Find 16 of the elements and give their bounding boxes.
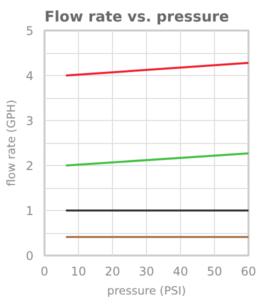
y-tick-label: 3 — [26, 114, 34, 128]
y-tick-label: 5 — [26, 24, 34, 38]
x-tick-label: 0 — [40, 264, 48, 278]
y-tick-label: 1 — [26, 204, 34, 218]
y-axis-title: flow rate (GPH) — [4, 100, 18, 186]
x-tick-label: 10 — [70, 264, 86, 278]
x-tick-label: 50 — [206, 264, 222, 278]
x-tick-label: 60 — [240, 264, 256, 278]
y-tick-label: 4 — [26, 69, 34, 83]
x-axis-title: pressure (PSI) — [107, 284, 186, 298]
y-tick-label: 0 — [26, 249, 34, 263]
x-tick-label: 40 — [172, 264, 188, 278]
chart-title: Flow rate vs. pressure — [44, 8, 230, 26]
x-tick-label: 20 — [104, 264, 120, 278]
y-tick-label: 2 — [26, 159, 34, 173]
x-tick-label: 30 — [138, 264, 154, 278]
